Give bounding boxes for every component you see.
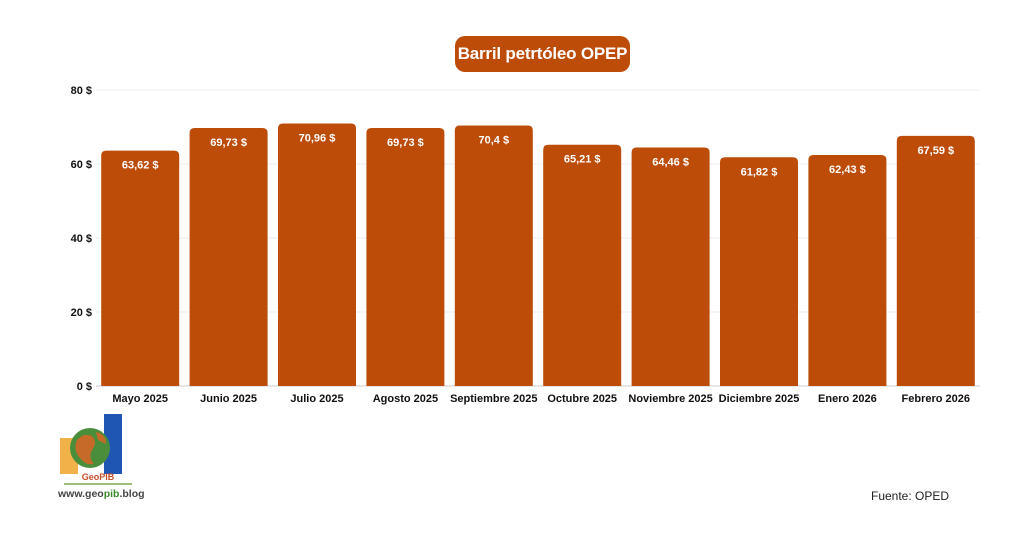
x-tick-label: Febrero 2026: [902, 393, 970, 405]
bar-value-label: 63,62 $: [122, 160, 159, 172]
bar-value-label: 70,96 $: [299, 132, 336, 144]
x-tick-label: Octubre 2025: [547, 393, 617, 405]
logo-url: www.geopib.blog: [58, 488, 145, 500]
chart-title: Barril petrtóleo OPEP: [455, 36, 630, 72]
bar-value-label: 62,43 $: [829, 164, 866, 176]
x-tick-label: Julio 2025: [290, 393, 343, 405]
y-tick-label: 0 $: [77, 381, 92, 393]
bar-value-label: 70,4 $: [479, 135, 510, 147]
bar-value-label: 67,59 $: [917, 145, 954, 157]
bar-value-label: 65,21 $: [564, 154, 601, 166]
bar-value-label: 61,82 $: [741, 166, 778, 178]
bar: [896, 135, 975, 386]
x-tick-label: Enero 2026: [818, 393, 877, 405]
bar: [366, 127, 445, 387]
source-note: Fuente: OPED: [871, 489, 950, 503]
bar-value-label: 69,73 $: [210, 137, 247, 149]
bar: [454, 125, 533, 387]
y-tick-label: 60 $: [71, 159, 92, 171]
y-tick-label: 40 $: [71, 233, 92, 245]
y-tick-label: 20 $: [71, 307, 92, 319]
bar: [720, 157, 798, 386]
bar: [101, 150, 180, 386]
svg-text:GeoPIB: GeoPIB: [82, 472, 115, 482]
bar: [278, 123, 356, 386]
geopib-logo: GeoPIB: [60, 414, 132, 485]
bar: [543, 144, 622, 386]
bar: [631, 147, 710, 386]
x-tick-label: Agosto 2025: [373, 393, 438, 405]
bar-value-label: 64,46 $: [652, 156, 689, 168]
bar: [189, 127, 268, 387]
bar-value-label: 69,73 $: [387, 137, 424, 149]
x-tick-label: Noviembre 2025: [628, 393, 712, 405]
x-tick-label: Mayo 2025: [112, 393, 168, 405]
bar: [808, 155, 887, 386]
x-tick-label: Diciembre 2025: [719, 393, 800, 405]
y-tick-label: 80 $: [71, 85, 92, 97]
x-tick-label: Junio 2025: [200, 393, 257, 405]
x-tick-label: Septiembre 2025: [450, 393, 537, 405]
